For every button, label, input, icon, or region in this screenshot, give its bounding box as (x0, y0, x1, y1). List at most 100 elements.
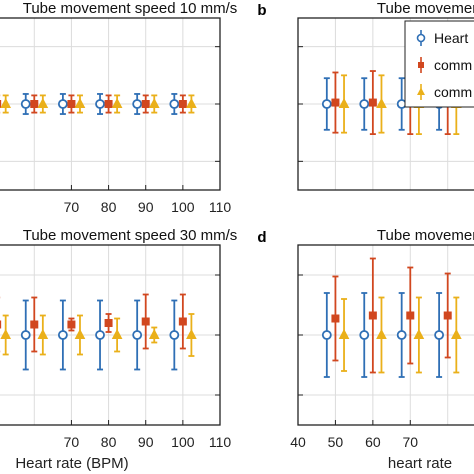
data-point-circle (169, 330, 180, 340)
x-tick-label: 80 (101, 434, 117, 450)
series-2 (0, 94, 197, 114)
data-point-triangle (111, 97, 123, 108)
data-point-square (331, 98, 340, 107)
data-point-circle (132, 330, 143, 340)
panel-b: Tube movement spe b Heart comm comm (257, 0, 474, 191)
data-point-square (368, 98, 377, 107)
x-tick-label: 70 (402, 434, 418, 450)
x-tick-label: 50 (328, 434, 344, 450)
data-point-square (104, 319, 113, 327)
x-tick-label: 100 (171, 199, 195, 215)
data-point-square (0, 320, 2, 329)
x-tick-label: 110 (209, 199, 232, 215)
data-point-triangle (186, 97, 197, 108)
x-tick-label: 80 (101, 199, 117, 215)
data-point-triangle (376, 97, 387, 108)
series-1 (331, 257, 452, 374)
series-1 (0, 94, 187, 114)
data-point-square (30, 320, 39, 329)
data-point-circle (95, 99, 105, 109)
data-point-triangle (111, 328, 123, 339)
data-point-square (141, 317, 150, 326)
data-point-triangle (413, 328, 425, 339)
x-tick-label: 110 (209, 434, 232, 450)
panel-title: Tube movement spe (377, 227, 474, 244)
legend-label: Heart (434, 30, 468, 46)
data-point-square (30, 100, 39, 108)
data-point-triangle (338, 328, 350, 339)
data-point-circle (169, 99, 180, 109)
data-point-triangle (450, 328, 462, 339)
data-point-square (141, 100, 150, 108)
x-tick-label: 90 (138, 199, 154, 215)
data-point-triangle (0, 328, 12, 339)
series-2 (0, 313, 197, 357)
data-point-circle (359, 99, 370, 109)
x-axis-label: Heart rate (BPM) (15, 455, 128, 472)
data-point-square (368, 311, 377, 320)
data-point-square (331, 314, 340, 323)
legend: Heart comm comm (404, 20, 474, 108)
series-0 (20, 93, 180, 115)
x-tick-label: 40 (290, 434, 306, 450)
panel-d: 40 50 60 70 Tube movement spe d heart rate (257, 227, 474, 472)
data-layer (0, 93, 197, 115)
data-point-circle (321, 330, 332, 340)
panel-letter: b (257, 2, 266, 19)
legend-label: comm (434, 84, 472, 100)
series-2 (338, 296, 462, 374)
data-point-circle (57, 330, 68, 340)
data-point-circle (321, 99, 332, 109)
panel-letter: d (257, 229, 266, 246)
data-point-square (0, 100, 2, 108)
series-0 (321, 292, 445, 378)
data-point-circle (359, 330, 370, 340)
data-point-square (67, 320, 76, 329)
data-point-circle (396, 330, 407, 340)
data-layer (0, 293, 197, 371)
panel-title: Tube movement speed 10 mm/s (23, 0, 238, 17)
data-point-triangle (338, 97, 350, 108)
panel-c: 70 80 90 100 110 Tube movement speed 30 mm/s H… (0, 227, 237, 472)
data-point-circle (20, 99, 31, 109)
data-point-triangle (74, 97, 86, 108)
data-point-square (178, 317, 187, 326)
x-tick-label: 90 (138, 434, 154, 450)
x-tick-label: 70 (64, 434, 80, 450)
legend-box (404, 20, 474, 108)
data-point-circle (396, 99, 407, 109)
data-layer (321, 257, 462, 378)
x-tick-label: 70 (64, 199, 80, 215)
data-point-square (178, 100, 187, 108)
data-point-square (443, 311, 452, 320)
series-1 (0, 293, 187, 353)
panel-title: Tube movement spe (377, 0, 474, 17)
data-point-triangle (376, 328, 387, 339)
data-point-triangle (37, 328, 49, 339)
data-point-triangle (0, 97, 12, 108)
data-point-triangle (186, 328, 197, 339)
data-point-circle (57, 99, 68, 109)
data-point-circle (434, 330, 445, 340)
data-point-circle (95, 330, 105, 340)
data-point-triangle (148, 97, 160, 108)
data-point-triangle (37, 97, 49, 108)
data-point-triangle (74, 328, 86, 339)
data-point-circle (132, 99, 143, 109)
panel-title: Tube movement speed 30 mm/s (23, 227, 238, 244)
legend-marker-square (418, 62, 424, 68)
data-point-square (67, 100, 76, 108)
data-point-triangle (148, 328, 160, 339)
x-axis-label: heart rate (388, 455, 452, 472)
panel-a: 70 80 90 100 110 Tube movement speed 10 mm/s (0, 0, 237, 215)
legend-label: comm (434, 57, 472, 73)
data-point-circle (20, 330, 31, 340)
legend-marker-circle (416, 33, 426, 43)
series-0 (20, 299, 180, 371)
legend-marker-triangle (417, 87, 425, 95)
data-point-square (406, 311, 415, 320)
x-tick-label: 60 (365, 434, 381, 450)
data-point-square (104, 100, 113, 108)
x-tick-label: 100 (171, 434, 195, 450)
